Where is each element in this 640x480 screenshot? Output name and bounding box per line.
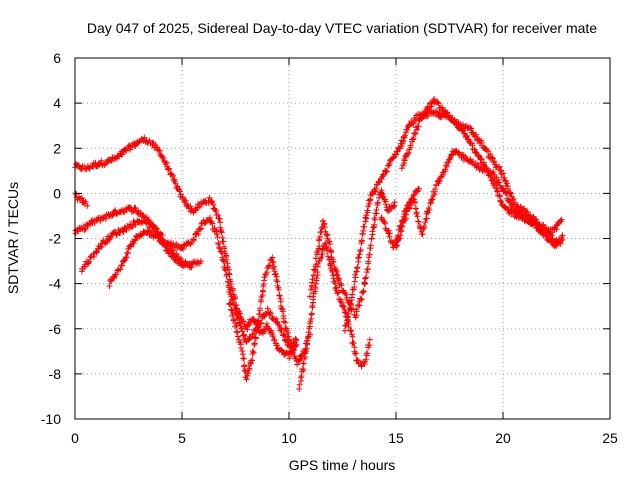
x-tick-label: 0: [71, 430, 79, 446]
y-tick-label: 4: [53, 95, 61, 111]
chart-title: Day 047 of 2025, Sidereal Day-to-day VTE…: [87, 20, 597, 36]
series-track-h: [306, 187, 398, 321]
series-track-j: [398, 96, 566, 247]
series-track-f: [226, 254, 314, 383]
y-ticks: -10 -8 -6 -4 -2 0 2 4 6: [41, 50, 610, 427]
y-tick-label: -2: [49, 231, 62, 247]
series-markers: [378, 185, 422, 251]
series-track-k: [393, 147, 566, 250]
x-tick-label: 15: [388, 430, 404, 446]
data-layer: [72, 96, 566, 392]
series-markers: [306, 187, 398, 321]
y-axis-label: SDTVAR / TECUs: [5, 182, 21, 294]
x-axis-label: GPS time / hours: [289, 457, 396, 473]
series-markers: [296, 240, 373, 392]
series-track-d: [106, 227, 195, 289]
x-tick-label: 5: [178, 430, 186, 446]
y-tick-label: -4: [49, 276, 62, 292]
y-tick-label: -6: [49, 321, 62, 337]
series-markers: [393, 147, 566, 250]
series-markers: [106, 227, 195, 289]
series-markers: [226, 254, 314, 383]
x-tick-label: 10: [281, 430, 297, 446]
x-ticks: 0 5 10 15 20 25: [71, 58, 618, 446]
y-tick-label: 0: [53, 185, 61, 201]
x-tick-label: 25: [602, 430, 618, 446]
y-tick-label: 2: [53, 140, 61, 156]
y-tick-label: -10: [41, 411, 61, 427]
y-tick-label: 6: [53, 50, 61, 66]
x-tick-label: 20: [495, 430, 511, 446]
y-tick-label: -8: [49, 366, 62, 382]
series-track-g: [296, 240, 373, 392]
series-track-l: [378, 185, 422, 251]
series-markers: [398, 96, 566, 247]
